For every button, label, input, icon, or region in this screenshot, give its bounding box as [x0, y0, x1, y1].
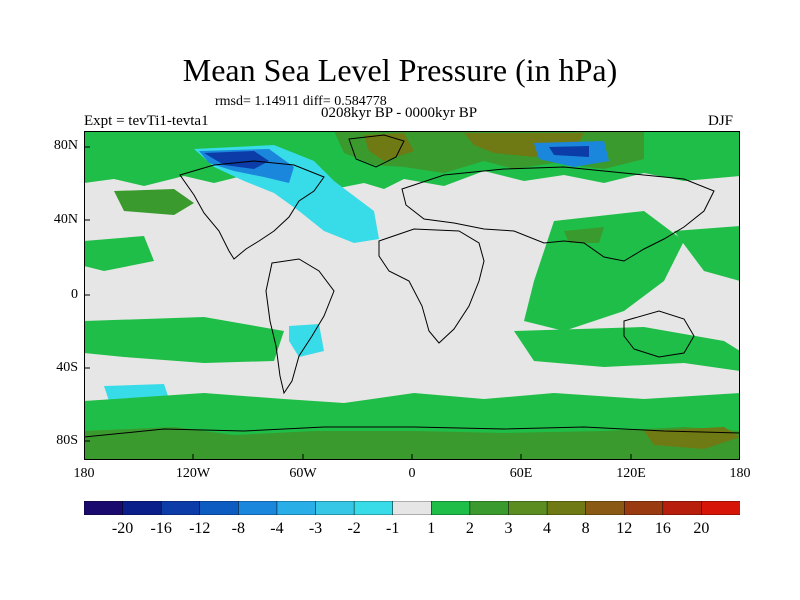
colorbar-label: 1	[427, 520, 436, 537]
lat-tick-label: 80S	[56, 433, 78, 448]
siberia-negative-core	[549, 146, 589, 157]
colorbar-label: 4	[543, 520, 552, 537]
colorbar-swatch	[276, 501, 317, 515]
asia-mid-positive	[564, 227, 604, 243]
map-ticks	[84, 146, 632, 460]
colorbar-swatch	[315, 501, 355, 515]
colorbar-label: 16	[654, 520, 671, 537]
africa-coast	[378, 228, 485, 344]
colorbar-swatch	[508, 501, 548, 515]
west-pacific-green	[84, 236, 154, 271]
colorbar-label: -12	[189, 520, 211, 537]
colorbar-swatch	[546, 501, 587, 515]
south-america-coast	[265, 258, 335, 395]
colorbar-swatch	[623, 501, 664, 515]
colorbar-label: -3	[308, 520, 323, 537]
colorbar-swatch	[84, 501, 124, 515]
lon-tick-label: 120E	[616, 466, 646, 481]
colorbar-label: -1	[386, 520, 400, 537]
lon-tick-label: 60E	[509, 466, 533, 481]
npacific-positive	[114, 189, 194, 215]
colorbar-swatch	[353, 501, 394, 515]
colorbar-label: 8	[581, 520, 590, 537]
colorbar-swatch	[585, 501, 625, 515]
lat-tick-label: 40N	[53, 212, 78, 227]
south-indian-band	[514, 327, 740, 371]
colorbar-swatch	[469, 501, 510, 515]
colorbar-swatch	[238, 501, 278, 515]
lon-tick-label: 180	[73, 466, 95, 481]
lon-tick-label: 60W	[289, 466, 317, 481]
lon-tick-label: 0	[408, 466, 416, 481]
lon-tick-label: 120W	[175, 466, 211, 481]
experiment-label: Expt = tevTi1-tevta1	[84, 113, 209, 129]
lat-tick-label: 80N	[53, 138, 78, 153]
period-label: 0208kyr BP - 0000kyr BP	[321, 105, 478, 121]
lon-tick-label: 180	[729, 466, 751, 481]
colorbar-label: 3	[504, 520, 513, 537]
greenland-coast	[348, 134, 405, 168]
colorbar-label: -20	[111, 520, 134, 537]
north-america-coast	[179, 160, 325, 260]
colorbar-label: 2	[465, 520, 474, 537]
colorbar-swatch	[392, 501, 433, 515]
colorbar-swatch	[701, 501, 740, 515]
east-pacific-green	[674, 226, 740, 281]
colorbar-label: -16	[150, 520, 172, 537]
colorbar-label: -8	[231, 520, 245, 537]
south-pacific-band	[84, 317, 284, 363]
antarctic-mid	[84, 427, 740, 460]
eurasia-coast	[401, 166, 715, 262]
colorbar-swatch	[160, 501, 201, 515]
colorbar-label: 12	[616, 520, 633, 537]
colorbar-swatch	[431, 501, 471, 515]
colorbar-swatch	[662, 501, 703, 515]
colorbar-swatch	[122, 501, 162, 515]
map-panel	[84, 131, 740, 460]
stats-label: rmsd= 1.14911 diff= 0.584778	[215, 94, 387, 109]
season-label: DJF	[708, 113, 734, 129]
lat-tick-label: 0	[71, 287, 78, 302]
coastlines	[84, 134, 740, 438]
chart-title: Mean Sea Level Pressure (in hPa)	[182, 52, 618, 88]
south-america-negative	[289, 324, 324, 357]
colorbar-label: -2	[347, 520, 361, 537]
australia-coast	[623, 310, 695, 358]
antarctica-coast	[84, 426, 740, 438]
lat-tick-label: 40S	[56, 360, 78, 375]
colorbar-label: 20	[693, 520, 710, 537]
colorbar-swatch	[199, 501, 240, 515]
na-negative-strong	[204, 151, 269, 169]
colorbar-label: -4	[270, 520, 284, 537]
colorbar	[84, 501, 740, 515]
